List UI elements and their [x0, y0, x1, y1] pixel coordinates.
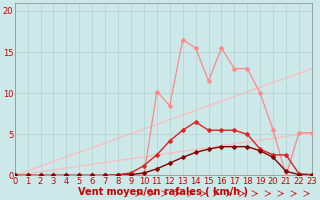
- X-axis label: Vent moyen/en rafales ( km/h ): Vent moyen/en rafales ( km/h ): [78, 187, 248, 197]
